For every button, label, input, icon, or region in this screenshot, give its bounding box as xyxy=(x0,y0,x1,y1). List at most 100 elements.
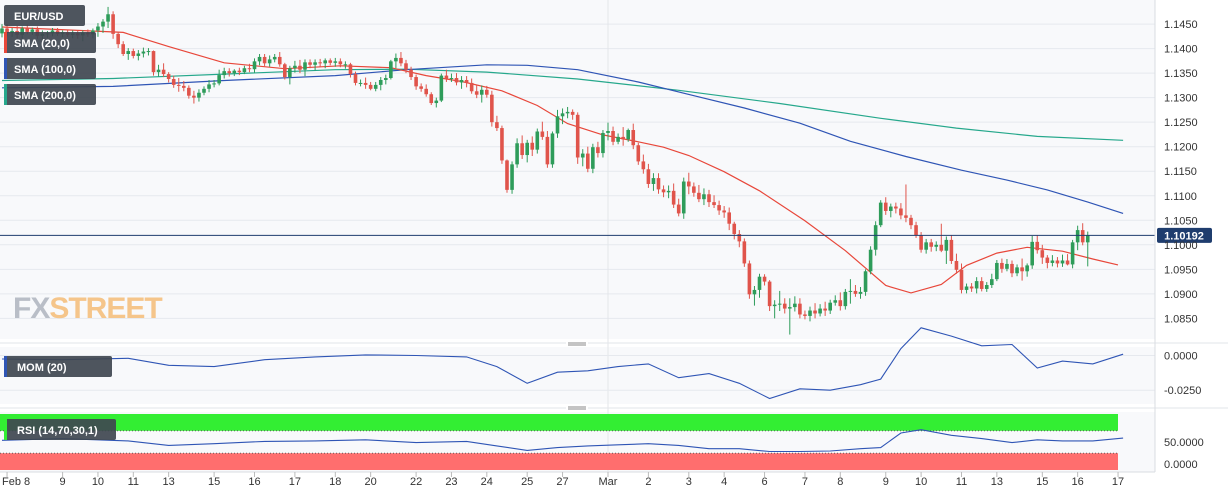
indicator-label-sma200[interactable]: SMA (200,0) xyxy=(4,84,96,105)
candle xyxy=(464,76,469,88)
time-tick-label: 15 xyxy=(208,476,220,488)
candle xyxy=(389,59,393,80)
candle xyxy=(525,139,529,163)
candle xyxy=(949,235,954,264)
candle-body xyxy=(348,64,353,75)
candle-body xyxy=(267,59,272,64)
resize-handle-1[interactable] xyxy=(566,341,588,347)
candle xyxy=(995,260,999,282)
candle-body xyxy=(575,114,580,158)
candle xyxy=(348,62,353,78)
candle xyxy=(722,206,726,218)
resize-handle-2[interactable] xyxy=(566,405,588,411)
mom-label[interactable]: MOM (20) xyxy=(4,356,112,377)
candle xyxy=(611,126,615,146)
candle xyxy=(702,188,706,206)
candle xyxy=(944,236,949,264)
candle-body xyxy=(707,194,711,203)
candle xyxy=(747,260,752,299)
candle xyxy=(479,85,484,103)
candle-body xyxy=(747,263,752,295)
candle-body xyxy=(904,215,908,218)
candle-body xyxy=(671,190,676,205)
candle xyxy=(838,292,843,311)
candle xyxy=(353,71,358,86)
candle-body xyxy=(222,71,226,76)
candle xyxy=(909,214,913,230)
candle xyxy=(510,161,514,194)
candle xyxy=(883,197,888,215)
time-tick-label: 11 xyxy=(956,476,967,488)
candle xyxy=(899,203,903,220)
candle-body xyxy=(666,190,671,193)
candle-body xyxy=(30,29,35,32)
candle xyxy=(207,79,211,93)
candle xyxy=(984,282,989,292)
candle-body xyxy=(252,61,257,70)
candle-body xyxy=(187,87,191,96)
candle-body xyxy=(550,133,555,165)
watermark-fx: FX xyxy=(13,292,50,325)
time-tick-label: 22 xyxy=(410,476,422,488)
symbol-label[interactable]: EUR/USD xyxy=(4,5,85,26)
candle xyxy=(601,130,605,158)
candle xyxy=(661,185,666,198)
candle-body xyxy=(207,84,211,89)
indicator-label-sma100[interactable]: SMA (100,0) xyxy=(4,58,96,79)
candle xyxy=(171,75,176,88)
candle xyxy=(808,306,812,322)
price-tick-label: 1.1100 xyxy=(1164,191,1197,203)
indicator-label-sma20[interactable]: SMA (20,0) xyxy=(4,32,96,53)
candle xyxy=(151,50,156,76)
candle xyxy=(373,81,378,92)
candle xyxy=(505,159,509,193)
time-tick-label: 10 xyxy=(92,476,104,488)
candle-body xyxy=(151,51,156,73)
candle-body xyxy=(621,136,625,140)
price-tick-label: 1.1350 xyxy=(1164,68,1198,80)
candle-body xyxy=(303,62,307,70)
candle-body xyxy=(878,202,883,226)
candle-body xyxy=(283,64,287,78)
candle xyxy=(666,185,671,199)
candle-body xyxy=(873,225,878,250)
candle xyxy=(333,57,338,67)
candle-body xyxy=(661,189,666,193)
candle xyxy=(338,58,343,68)
candle xyxy=(1085,231,1090,267)
candle xyxy=(141,47,146,58)
candle-body xyxy=(919,234,923,250)
candle-body xyxy=(323,60,327,64)
candle-body xyxy=(929,242,933,247)
candle xyxy=(419,83,423,92)
candle-body xyxy=(5,28,9,33)
time-tick-label: 23 xyxy=(445,476,457,488)
price-tick-label: 1.1300 xyxy=(1164,93,1198,105)
candle xyxy=(272,53,277,63)
candle xyxy=(656,173,661,194)
candle xyxy=(404,59,408,74)
candle xyxy=(697,184,701,203)
time-tick-label: 4 xyxy=(721,476,727,488)
candle-body xyxy=(525,142,529,156)
candle xyxy=(964,283,969,294)
rsi-label[interactable]: RSI (14,70,30,1) xyxy=(4,419,116,440)
candle-body xyxy=(146,51,151,53)
candle xyxy=(444,69,449,82)
candle xyxy=(1050,255,1055,267)
candle-body xyxy=(853,290,858,294)
candle xyxy=(308,59,312,69)
rsi-line xyxy=(1,429,1124,453)
candle xyxy=(616,133,620,145)
time-tick-label: 7 xyxy=(802,476,808,488)
candle xyxy=(591,143,595,174)
candle-body xyxy=(742,241,747,264)
candle-body xyxy=(560,113,565,117)
candle xyxy=(803,310,807,320)
candle xyxy=(434,97,439,108)
candle xyxy=(681,177,686,219)
candle-body xyxy=(373,84,378,89)
candle xyxy=(671,183,676,209)
candle xyxy=(262,53,267,67)
